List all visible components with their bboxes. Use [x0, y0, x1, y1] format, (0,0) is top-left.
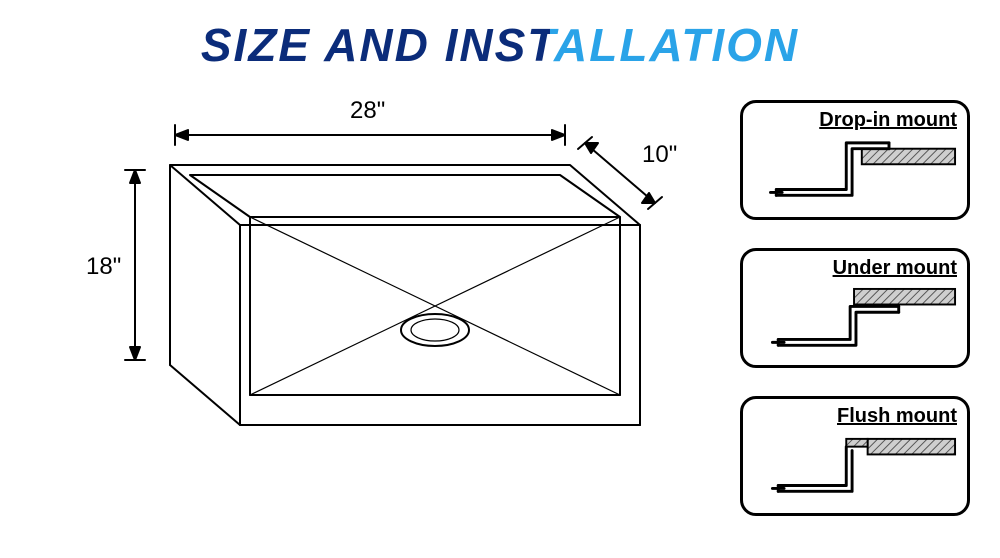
page-title: SIZE AND INSTALLATION	[0, 18, 1000, 72]
mount-drop-in-label: Drop-in mount	[753, 109, 957, 132]
mount-options: Drop-in mount Under mount	[740, 100, 980, 544]
mount-under: Under mount	[740, 248, 970, 368]
mount-under-label: Under mount	[753, 257, 957, 280]
mount-flush: Flush mount	[740, 396, 970, 516]
mount-drop-in-icon	[753, 134, 957, 212]
dim-height-label: 18"	[86, 253, 121, 281]
dim-depth-label: 10"	[642, 141, 677, 169]
mount-flush-label: Flush mount	[753, 405, 957, 428]
sink-diagram: 28" 10" 18"	[80, 95, 700, 535]
sink-svg	[80, 95, 700, 535]
mount-under-icon	[753, 282, 957, 360]
mount-flush-icon	[753, 430, 957, 508]
mount-drop-in: Drop-in mount	[740, 100, 970, 220]
dim-width-label: 28"	[350, 97, 385, 125]
